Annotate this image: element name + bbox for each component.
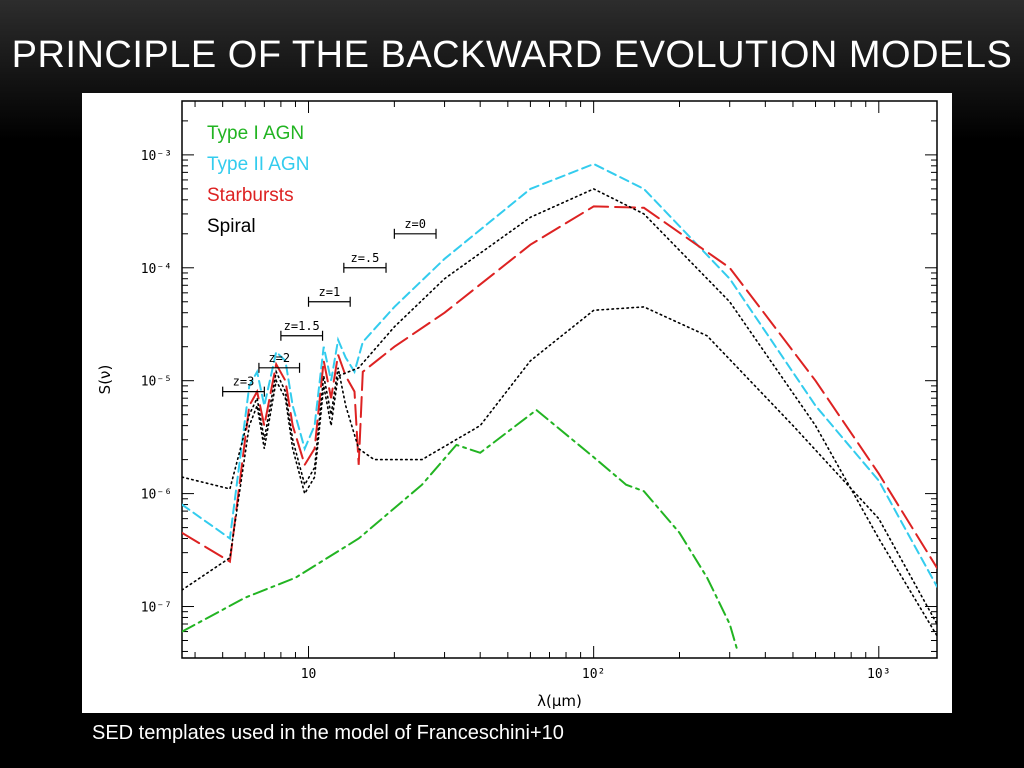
x-tick-label: 10² (582, 667, 605, 682)
tick-marks (182, 100, 937, 658)
slide-caption: SED templates used in the model of Franc… (92, 722, 564, 744)
y-tick-label: 10⁻⁷ (141, 601, 172, 616)
redshift-band-label: z=3 (233, 375, 255, 389)
legend-entry: Spiral (207, 216, 256, 237)
plot-frame (181, 100, 938, 659)
redshift-band: z=3 (222, 375, 265, 397)
redshift-band-label: z=1.5 (284, 319, 320, 333)
legend: Type I AGN Type II AGN Starbursts Spiral (207, 123, 309, 237)
x-tick-label: 10³ (867, 667, 890, 682)
series-line-starbursts (182, 205, 937, 569)
x-tick-label: 10 (301, 667, 317, 682)
redshift-band: z=.5 (343, 251, 387, 273)
legend-entry: Type I AGN (207, 123, 304, 144)
legend-entry: Type II AGN (207, 154, 309, 175)
x-axis-label: λ(μm) (537, 692, 582, 710)
redshift-band: z=1.5 (280, 319, 324, 341)
redshift-band-label: z=2 (268, 351, 290, 365)
y-axis-label: S(ν) (96, 365, 114, 395)
series-line-unlabeled-4 (182, 188, 937, 637)
redshift-band: z=2 (258, 351, 301, 373)
redshift-band-label: z=1 (319, 285, 341, 299)
redshift-band: z=0 (393, 217, 437, 239)
redshift-band: z=1 (307, 285, 351, 307)
y-tick-label: 10⁻⁴ (141, 262, 172, 277)
slide-title: PRINCIPLE OF THE BACKWARD EVOLUTION MODE… (11, 34, 1013, 76)
sed-chart: 10 10² 10³ 10⁻⁷ 10⁻⁶ 10⁻⁵ 10⁻⁴ 10⁻³ λ(μm) S(ν) z=0… (96, 100, 938, 710)
series-line-type-i-agn (182, 408, 739, 653)
y-tick-label: 10⁻³ (141, 149, 172, 164)
legend-entry: Starbursts (207, 185, 294, 206)
y-tick-label: 10⁻⁶ (141, 488, 172, 503)
y-tick-label: 10⁻⁵ (141, 375, 172, 390)
chart-panel: 10 10² 10³ 10⁻⁷ 10⁻⁶ 10⁻⁵ 10⁻⁴ 10⁻³ λ(μm) S(ν) z=0… (82, 93, 952, 713)
series-line-spiral (182, 306, 937, 625)
redshift-band-label: z=0 (404, 217, 426, 231)
redshift-band-label: z=.5 (350, 251, 379, 265)
series-line-type-ii-agn (182, 162, 937, 588)
